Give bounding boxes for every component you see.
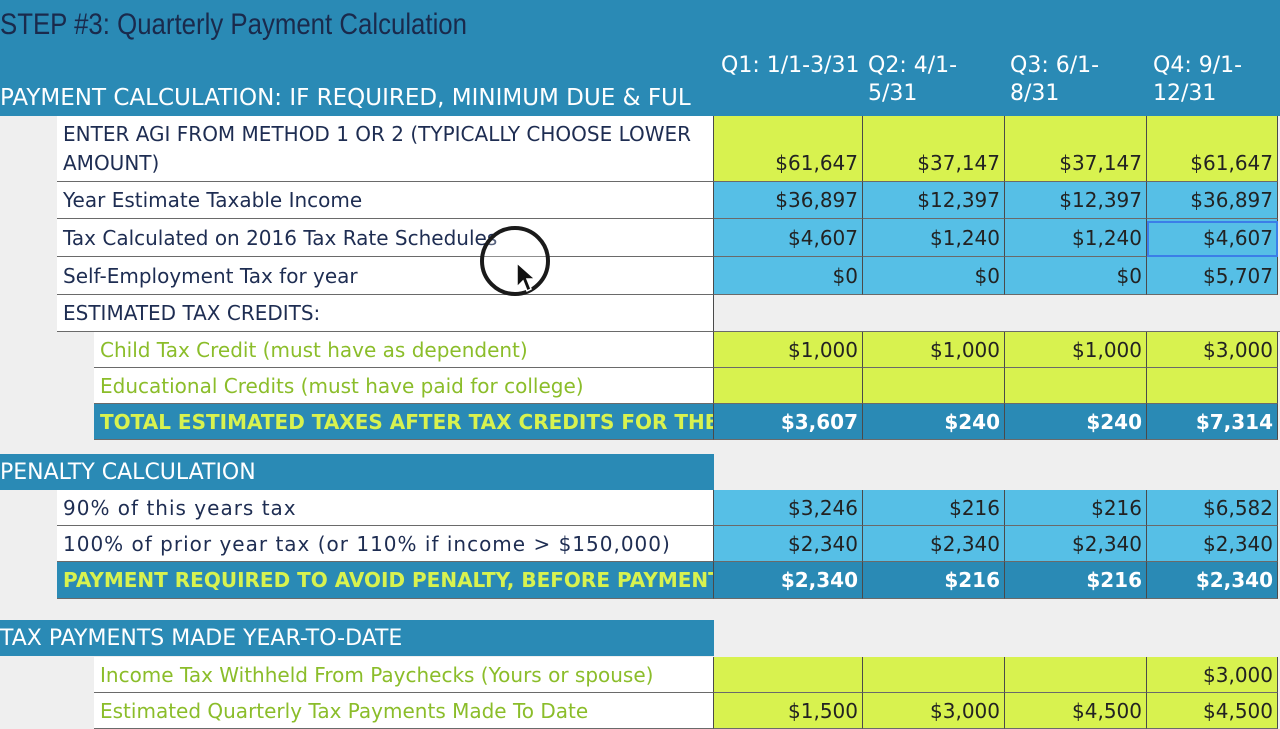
cell-withheld-q2[interactable] xyxy=(863,657,1005,693)
row-label-100-percent-prior-year[interactable]: 100% of prior year tax (or 110% if incom… xyxy=(57,526,714,562)
cell-taxable-q3[interactable]: $12,397 xyxy=(1005,182,1147,219)
cell-edu-credit-q3[interactable] xyxy=(1005,368,1147,404)
cell-agi-q1[interactable]: $61,647 xyxy=(714,116,863,182)
cell-payment-required-q1[interactable]: $2,340 xyxy=(714,562,863,599)
row-label-total-estimated-taxes[interactable]: TOTAL ESTIMATED TAXES AFTER TAX CREDITS … xyxy=(94,404,714,440)
cell-total-taxes-q3[interactable]: $240 xyxy=(1005,404,1147,440)
cell-est-payments-q2[interactable]: $3,000 xyxy=(863,693,1005,729)
cell-90pct-q2[interactable]: $216 xyxy=(863,490,1005,526)
row-label-payment-required[interactable]: PAYMENT REQUIRED TO AVOID PENALTY, BEFOR… xyxy=(57,562,714,599)
cell-90pct-q3[interactable]: $216 xyxy=(1005,490,1147,526)
row-label-estimated-tax-credits[interactable]: ESTIMATED TAX CREDITS: xyxy=(57,295,714,332)
cell-total-taxes-q1[interactable]: $3,607 xyxy=(714,404,863,440)
cell-se-tax-q4[interactable]: $5,707 xyxy=(1147,257,1278,295)
row-label-tax-calculated[interactable]: Tax Calculated on 2016 Tax Rate Schedule… xyxy=(57,219,714,257)
cell-est-payments-q1[interactable]: $1,500 xyxy=(714,693,863,729)
column-header-q4[interactable]: Q4: 9/1-12/31 xyxy=(1153,53,1243,106)
row-label-agi[interactable]: ENTER AGI FROM METHOD 1 OR 2 (TYPICALLY … xyxy=(57,116,714,182)
cell-withheld-q3[interactable] xyxy=(1005,657,1147,693)
cell-total-taxes-q4[interactable]: $7,314 xyxy=(1147,404,1278,440)
cell-est-payments-q4[interactable]: $4,500 xyxy=(1147,693,1278,729)
cell-total-taxes-q2[interactable]: $240 xyxy=(863,404,1005,440)
row-label-educational-credits[interactable]: Educational Credits (must have paid for … xyxy=(94,368,714,404)
cell-withheld-q4[interactable]: $3,000 xyxy=(1147,657,1278,693)
cell-tax-calc-q1[interactable]: $4,607 xyxy=(714,219,863,257)
credits-heading-blank xyxy=(714,295,1280,332)
cell-selection-outline xyxy=(1147,221,1278,257)
column-header-band xyxy=(0,50,1280,116)
cursor-highlight-ring xyxy=(480,226,550,296)
cell-child-credit-q3[interactable]: $1,000 xyxy=(1005,332,1147,368)
cell-payment-required-q2[interactable]: $216 xyxy=(863,562,1005,599)
row-label-income-tax-withheld[interactable]: Income Tax Withheld From Paychecks (Your… xyxy=(94,657,714,693)
column-header-q1[interactable]: Q1: 1/1-3/31 xyxy=(721,53,860,78)
cell-child-credit-q1[interactable]: $1,000 xyxy=(714,332,863,368)
cell-child-credit-q4[interactable]: $3,000 xyxy=(1147,332,1278,368)
cell-withheld-q1[interactable] xyxy=(714,657,863,693)
page-title: STEP #3: Quarterly Payment Calculation xyxy=(0,0,1280,51)
cell-agi-q4[interactable]: $61,647 xyxy=(1147,116,1278,182)
cell-est-payments-q3[interactable]: $4,500 xyxy=(1005,693,1147,729)
cell-payment-required-q4[interactable]: $2,340 xyxy=(1147,562,1278,599)
row-label-estimated-quarterly-payments[interactable]: Estimated Quarterly Tax Payments Made To… xyxy=(94,693,714,729)
cell-edu-credit-q4[interactable] xyxy=(1147,368,1278,404)
cell-100pct-q2[interactable]: $2,340 xyxy=(863,526,1005,562)
section-header-tax-payments: TAX PAYMENTS MADE YEAR-TO-DATE xyxy=(0,620,714,656)
cell-agi-q3[interactable]: $37,147 xyxy=(1005,116,1147,182)
cell-100pct-q4[interactable]: $2,340 xyxy=(1147,526,1278,562)
cell-100pct-q3[interactable]: $2,340 xyxy=(1005,526,1147,562)
cell-tax-calc-q3[interactable]: $1,240 xyxy=(1005,219,1147,257)
row-label-90-percent-tax[interactable]: 90% of this years tax xyxy=(57,490,714,526)
row-label-child-tax-credit[interactable]: Child Tax Credit (must have as dependent… xyxy=(94,332,714,368)
cell-taxable-q1[interactable]: $36,897 xyxy=(714,182,863,219)
cell-se-tax-q1[interactable]: $0 xyxy=(714,257,863,295)
cell-100pct-q1[interactable]: $2,340 xyxy=(714,526,863,562)
column-header-q3[interactable]: Q3: 6/1-8/31 xyxy=(1010,53,1100,106)
row-label-self-employment-tax[interactable]: Self-Employment Tax for year xyxy=(57,257,714,295)
cell-se-tax-q2[interactable]: $0 xyxy=(863,257,1005,295)
cell-tax-calc-q4[interactable]: $4,607 xyxy=(1147,219,1278,257)
cell-edu-credit-q2[interactable] xyxy=(863,368,1005,404)
cell-edu-credit-q1[interactable] xyxy=(714,368,863,404)
cell-90pct-q4[interactable]: $6,582 xyxy=(1147,490,1278,526)
cell-agi-q2[interactable]: $37,147 xyxy=(863,116,1005,182)
column-header-q2[interactable]: Q2: 4/1-5/31 xyxy=(868,53,958,106)
row-label-taxable-income[interactable]: Year Estimate Taxable Income xyxy=(57,182,714,219)
cell-tax-calc-q2[interactable]: $1,240 xyxy=(863,219,1005,257)
cell-taxable-q2[interactable]: $12,397 xyxy=(863,182,1005,219)
cell-payment-required-q3[interactable]: $216 xyxy=(1005,562,1147,599)
cell-taxable-q4[interactable]: $36,897 xyxy=(1147,182,1278,219)
cell-se-tax-q3[interactable]: $0 xyxy=(1005,257,1147,295)
cell-child-credit-q2[interactable]: $1,000 xyxy=(863,332,1005,368)
section-header-payment-calculation: PAYMENT CALCULATION: IF REQUIRED, MINIMU… xyxy=(0,85,691,111)
cell-90pct-q1[interactable]: $3,246 xyxy=(714,490,863,526)
section-header-penalty: PENALTY CALCULATION xyxy=(0,454,714,490)
mouse-pointer-icon xyxy=(516,261,537,293)
